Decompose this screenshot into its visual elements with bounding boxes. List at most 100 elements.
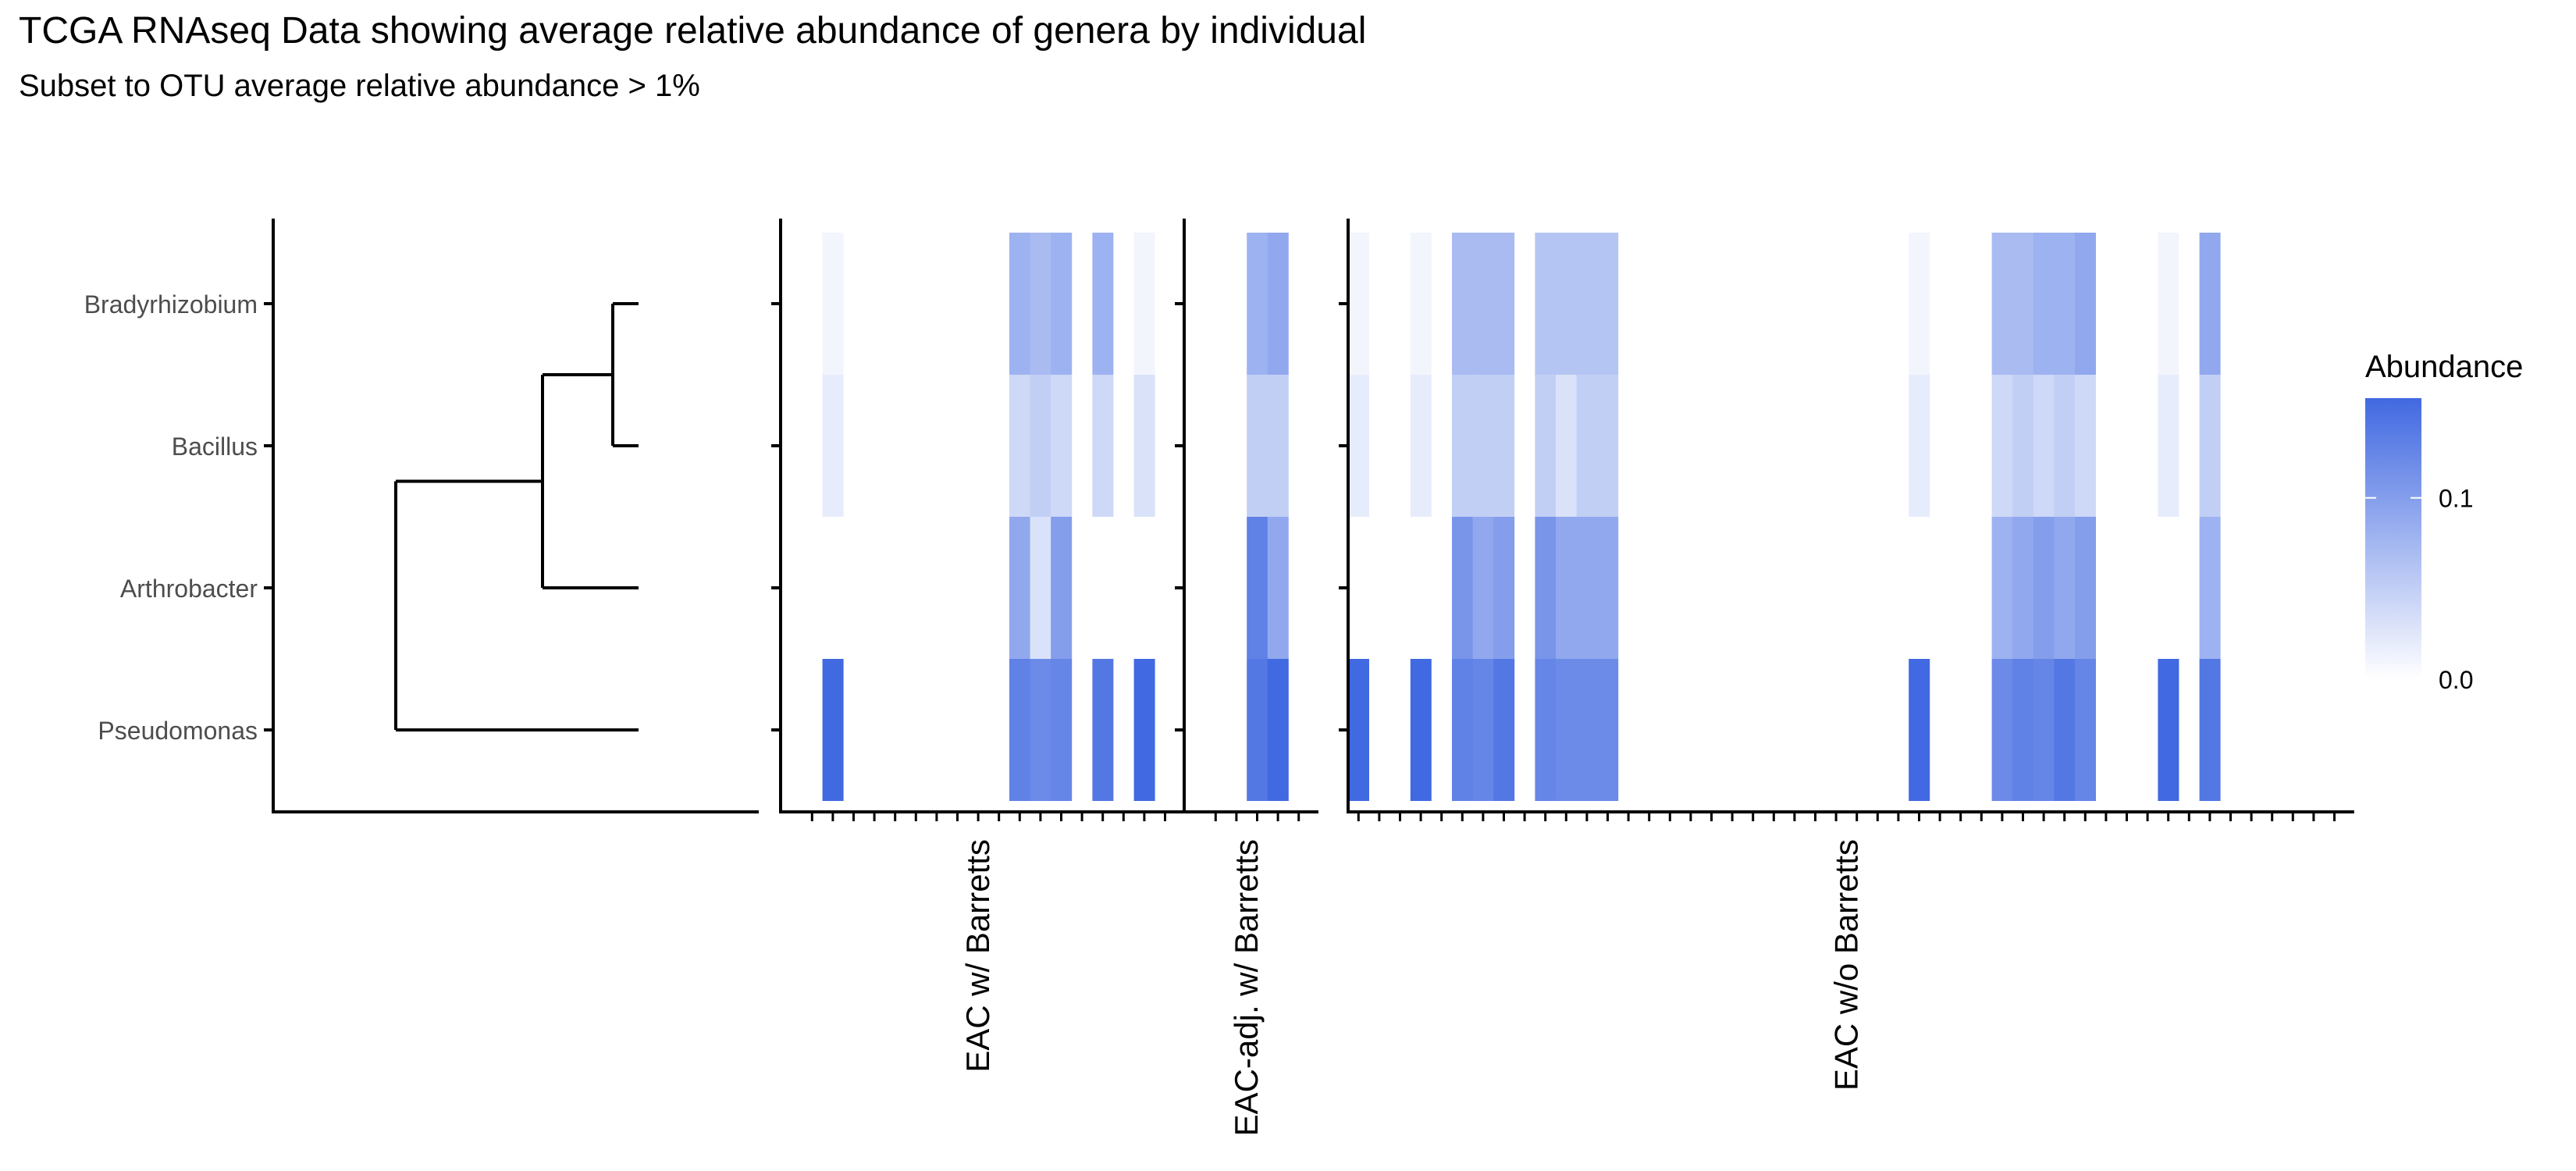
facet-panel: EAC w/ Barretts xyxy=(771,219,1185,1073)
heatmap-cell xyxy=(2199,233,2221,375)
heatmap-cell xyxy=(2012,375,2034,517)
legend-title: Abundance xyxy=(2365,350,2523,384)
row-label: Pseudomonas xyxy=(98,717,258,745)
heatmap-cell xyxy=(1030,233,1051,375)
heatmap-cell xyxy=(822,233,844,375)
heatmap-cell xyxy=(1009,659,1030,801)
row-label: Arthrobacter xyxy=(120,575,258,603)
heatmap-cell xyxy=(2054,517,2076,659)
heatmap-cell xyxy=(2033,659,2055,801)
facet-label: EAC w/ Barretts xyxy=(959,839,996,1073)
heatmap-cell xyxy=(1348,659,1369,801)
heatmap-cell xyxy=(1909,659,1930,801)
heatmap-cell xyxy=(1051,233,1073,375)
heatmap-cell xyxy=(1133,659,1155,801)
heatmap-cell xyxy=(1030,517,1051,659)
heatmap-cell xyxy=(1909,375,1930,517)
heatmap-cell xyxy=(2033,375,2055,517)
heatmap-cell xyxy=(1051,375,1073,517)
heatmap-cell xyxy=(2199,659,2221,801)
heatmap-cell xyxy=(2199,517,2221,659)
heatmap-cell xyxy=(1597,233,1619,375)
heatmap-cell xyxy=(1348,375,1369,517)
heatmap-cell xyxy=(2012,233,2034,375)
heatmap-cell xyxy=(2054,233,2076,375)
heatmap-cell xyxy=(822,375,844,517)
heatmap-cell xyxy=(1991,517,2013,659)
chart-title: TCGA RNAseq Data showing average relativ… xyxy=(19,10,1367,52)
legend-colorbar xyxy=(2365,398,2421,679)
heatmap-cell xyxy=(1009,375,1030,517)
heatmap-cell xyxy=(1051,659,1073,801)
facet-label: EAC-adj. w/ Barretts xyxy=(1228,839,1265,1136)
heatmap-cell xyxy=(1267,375,1289,517)
heatmap-cell xyxy=(1009,233,1030,375)
facet-label: EAC w/o Barretts xyxy=(1827,839,1864,1091)
chart-subtitle: Subset to OTU average relative abundance… xyxy=(19,69,700,103)
heatmap-cell xyxy=(1493,233,1515,375)
heatmap-cell xyxy=(2158,659,2179,801)
heatmap-panels: EAC w/ Barretts EAC-adj. w/ Barretts EAC w… xyxy=(771,219,2354,1136)
heatmap-cell xyxy=(1556,375,1577,517)
heatmap-cell xyxy=(1556,233,1577,375)
heatmap-cell xyxy=(1267,517,1289,659)
heatmap-cell xyxy=(1576,233,1598,375)
heatmap-cell xyxy=(1472,233,1494,375)
heatmap-cell xyxy=(1597,375,1619,517)
heatmap-cell xyxy=(1535,517,1557,659)
heatmap-cell xyxy=(1267,659,1289,801)
heatmap-cell xyxy=(1452,233,1473,375)
heatmap-cell xyxy=(1348,233,1369,375)
heatmap-cell xyxy=(1051,517,1073,659)
heatmap-cell xyxy=(2075,517,2096,659)
heatmap-cell xyxy=(1267,233,1289,375)
heatmap-cell xyxy=(2012,517,2034,659)
heatmap-cell xyxy=(2012,659,2034,801)
heatmap-cell xyxy=(1009,517,1030,659)
heatmap-cell xyxy=(1493,375,1515,517)
heatmap-cell xyxy=(2033,517,2055,659)
heatmap-cell xyxy=(1535,233,1557,375)
heatmap-cell xyxy=(1576,517,1598,659)
heatmap-cell xyxy=(1092,233,1114,375)
heatmap-cell xyxy=(1247,517,1268,659)
heatmap-cell xyxy=(1133,375,1155,517)
heatmap-cell xyxy=(1247,233,1268,375)
heatmap-cell xyxy=(1493,517,1515,659)
heatmap-cell xyxy=(2075,375,2096,517)
heatmap-cell xyxy=(1452,375,1473,517)
legend-tick-label: 0.0 xyxy=(2439,666,2473,694)
heatmap-cell xyxy=(1030,659,1051,801)
heatmap-cell xyxy=(1991,659,2013,801)
heatmap-cell xyxy=(1556,659,1577,801)
heatmap-cell xyxy=(1909,233,1930,375)
heatmap-cell xyxy=(1030,375,1051,517)
heatmap-cell xyxy=(2033,233,2055,375)
heatmap-cell xyxy=(1092,375,1114,517)
dendrogram xyxy=(272,219,759,813)
heatmap-cell xyxy=(1452,517,1473,659)
heatmap-cell xyxy=(1556,517,1577,659)
heatmap-cell xyxy=(2158,375,2179,517)
heatmap-cell xyxy=(1133,233,1155,375)
heatmap-cell xyxy=(1991,375,2013,517)
heatmap-cell xyxy=(1410,375,1432,517)
heatmap-cell xyxy=(2054,375,2076,517)
heatmap-cell xyxy=(1472,375,1494,517)
heatmap-cell xyxy=(2158,233,2179,375)
heatmap-cell xyxy=(2075,659,2096,801)
heatmap-cell xyxy=(822,659,844,801)
heatmap-cell xyxy=(1597,659,1619,801)
heatmap-cell xyxy=(1493,659,1515,801)
heatmap-cell xyxy=(1597,517,1619,659)
heatmap-cell xyxy=(1092,659,1114,801)
heatmap-cell xyxy=(1576,659,1598,801)
heatmap-cell xyxy=(1472,517,1494,659)
heatmap-cell xyxy=(1535,659,1557,801)
heatmap-cell xyxy=(1247,375,1268,517)
row-labels: Bradyrhizobium Bacillus Arthrobacter Pseudo… xyxy=(84,290,273,745)
facet-panel: EAC-adj. w/ Barretts xyxy=(1175,219,1318,1136)
heatmap-cell xyxy=(1535,375,1557,517)
legend: Abundance 0.0 0.1 xyxy=(2365,350,2523,694)
row-label: Bradyrhizobium xyxy=(84,290,258,319)
